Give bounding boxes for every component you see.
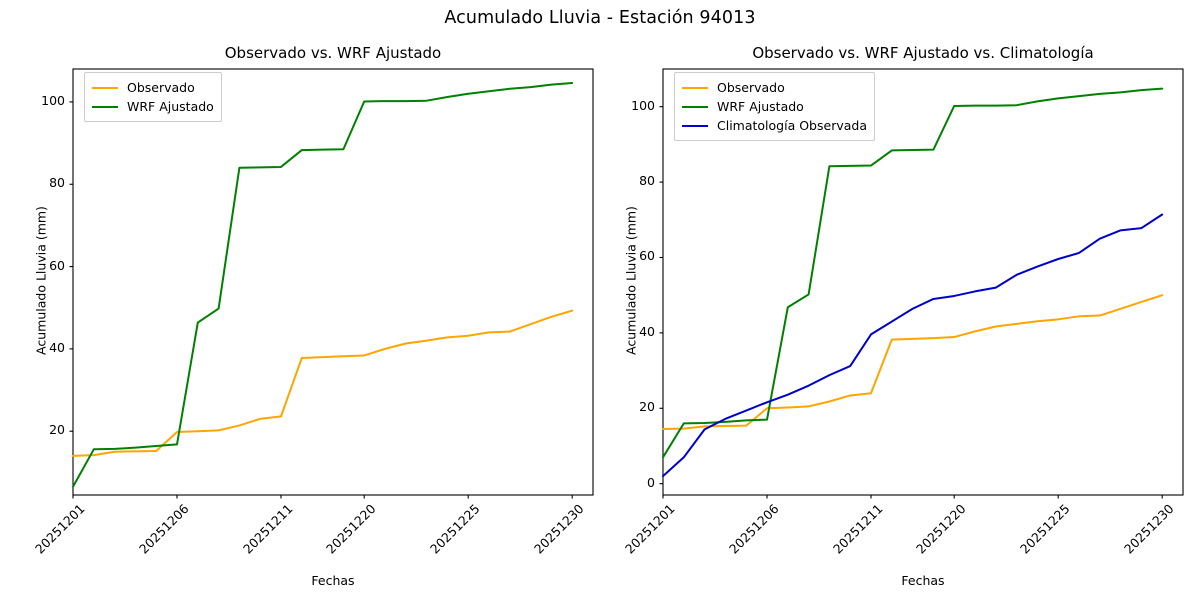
legend-swatch-wrf-ajustado: [92, 105, 118, 108]
legend-label-wrf-ajustado: WRF Ajustado: [717, 99, 804, 114]
legend-swatch-wrf-ajustado: [682, 105, 708, 108]
series-line-wrf-ajustado: [72, 81, 574, 488]
right-panel-legend: Observado WRF Ajustado Climatología Obse…: [674, 72, 875, 141]
y-tick-label: 60: [639, 248, 655, 264]
axes-frame: [72, 68, 594, 496]
legend-label-observado: Observado: [127, 80, 195, 95]
y-tick-label: 80: [49, 175, 65, 191]
series-line-observado: [662, 294, 1164, 431]
legend-swatch-observado: [92, 86, 118, 89]
y-tick-label: 40: [639, 323, 655, 339]
left-panel-title: Observado vs. WRF Ajustado: [224, 44, 442, 62]
series-line-wrf-ajustado: [662, 87, 1164, 459]
legend-item-observado[interactable]: Observado: [92, 78, 214, 97]
y-tick-label: 100: [41, 92, 65, 108]
legend-label-climatologia-observada: Climatología Observada: [717, 118, 867, 133]
y-tick-label: 0: [647, 474, 655, 490]
left-panel-legend: Observado WRF Ajustado: [84, 72, 222, 122]
legend-swatch-observado: [682, 86, 708, 89]
axes-frame: [662, 68, 1184, 496]
legend-item-wrf-ajustado[interactable]: WRF Ajustado: [682, 97, 867, 116]
right-panel-xlabel: Fechas: [901, 573, 945, 588]
right-panel-title: Observado vs. WRF Ajustado vs. Climatolo…: [752, 44, 1094, 62]
y-tick-label: 20: [49, 422, 65, 438]
y-tick-label: 60: [49, 257, 65, 273]
y-tick-label: 80: [639, 173, 655, 189]
figure-suptitle: Acumulado Lluvia - Estación 94013: [444, 8, 756, 28]
legend-item-observado[interactable]: Observado: [682, 78, 867, 97]
legend-swatch-climatologia-observada: [682, 124, 708, 127]
y-tick-label: 20: [639, 399, 655, 415]
y-tick-label: 40: [49, 339, 65, 355]
series-line-observado: [72, 309, 574, 457]
y-tick-label: 100: [631, 97, 655, 113]
legend-item-climatologia-observada[interactable]: Climatología Observada: [682, 116, 867, 135]
legend-label-observado: Observado: [717, 80, 785, 95]
series-line-climatolog-a-observada: [662, 213, 1164, 478]
legend-label-wrf-ajustado: WRF Ajustado: [127, 99, 214, 114]
legend-item-wrf-ajustado[interactable]: WRF Ajustado: [92, 97, 214, 116]
left-panel-xlabel: Fechas: [311, 573, 355, 588]
